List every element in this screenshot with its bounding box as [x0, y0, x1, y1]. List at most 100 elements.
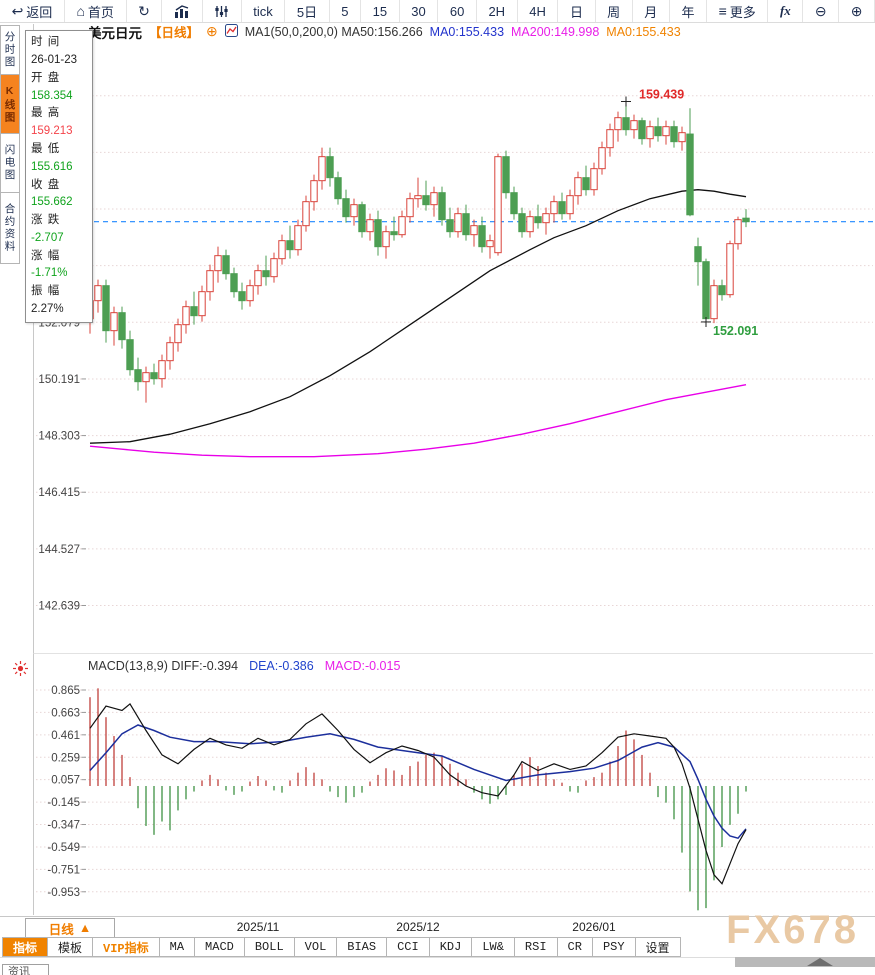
svg-text:-0.145: -0.145	[47, 797, 80, 809]
chart-type-button[interactable]	[162, 0, 203, 22]
svg-text:144.527: 144.527	[38, 544, 80, 556]
period-week-button[interactable]: 周	[596, 0, 633, 22]
bottom-tab-lw[interactable]: LW&	[472, 937, 515, 957]
more-button[interactable]: ≡ 更多	[707, 0, 769, 22]
svg-text:0.865: 0.865	[51, 685, 80, 697]
macd-diff-line	[89, 702, 747, 885]
bottom-tab-cci[interactable]: CCI	[387, 937, 430, 957]
period-5-button[interactable]: 5	[330, 0, 362, 22]
side-tab-kline-chart[interactable]: K线图	[0, 75, 20, 134]
main-gridlines	[36, 95, 873, 606]
period-60-button[interactable]: 60	[438, 0, 477, 22]
bottom-tab-ma[interactable]: MA	[159, 937, 196, 957]
period-month-button[interactable]: 月	[633, 0, 670, 22]
info-value: 155.662	[31, 196, 73, 209]
partial-news-tab[interactable]: 资讯	[2, 964, 49, 975]
chevron-up-icon: ▲	[78, 921, 92, 935]
add-indicator-icon[interactable]: ⊕	[206, 23, 218, 39]
info-label: 时 间	[31, 36, 61, 49]
period-selector-label: 日线	[48, 922, 74, 937]
side-tab-time-chart[interactable]: 分时图	[0, 25, 20, 75]
info-value: 26-01-23	[31, 54, 78, 67]
info-value: 158.354	[31, 89, 73, 102]
bottom-tab-psy[interactable]: PSY	[592, 937, 636, 957]
mini-chart-icon	[224, 23, 238, 40]
zoom-out-button[interactable]: ⊖	[803, 0, 840, 22]
scrollbar-up-triangle-icon[interactable]	[807, 958, 833, 966]
period-tick-button[interactable]: tick	[242, 0, 286, 22]
fx-button[interactable]: fx	[768, 0, 804, 22]
high-annotation: 159.439	[639, 88, 684, 102]
period-year-button[interactable]: 年	[670, 0, 708, 22]
period-2h-button-label: 2H	[488, 3, 506, 19]
period-15-button-label: 15	[372, 3, 388, 19]
ma-summary-label: MA1(50,0,200,0) MA50:156.266	[244, 24, 423, 39]
info-label: 收 盘	[31, 178, 61, 191]
back-button[interactable]: ↩ 返回	[0, 0, 65, 22]
period-day-button[interactable]: 日	[558, 0, 596, 22]
period-2h-button[interactable]: 2H	[477, 0, 518, 22]
chart-title-bar: 美元日元 【日线】 ⊕ MA1(50,0,200,0) MA50:156.266…	[88, 23, 681, 41]
home-button[interactable]: ⌂ 首页	[65, 0, 127, 22]
period-30-button[interactable]: 30	[400, 0, 439, 22]
info-value: -1.71%	[31, 267, 68, 280]
period-60-button-label: 60	[449, 3, 465, 19]
svg-text:-0.953: -0.953	[47, 887, 80, 899]
period-4h-button[interactable]: 4H	[518, 0, 559, 22]
bottom-tab-vip-indicators[interactable]: VIP指标	[93, 937, 160, 957]
indicator-settings-button[interactable]	[203, 0, 242, 22]
bottom-tab-macd[interactable]: MACD	[195, 937, 245, 957]
more-button-icon: ≡	[718, 3, 727, 19]
price-annotations: 159.439 152.091	[621, 88, 758, 338]
side-tab-lightning-chart[interactable]: 闪电图	[0, 134, 20, 193]
info-value: 155.616	[31, 160, 73, 173]
zoom-in-button[interactable]: ⊕	[839, 0, 875, 22]
svg-text:142.639: 142.639	[38, 601, 80, 613]
x-axis-dates-row: 日线 ▲ 2025/11 2025/12 2026/01	[0, 916, 875, 938]
period-day-button-label: 日	[569, 4, 583, 20]
svg-text:-0.751: -0.751	[47, 864, 80, 876]
bottom-tab-rsi[interactable]: RSI	[514, 937, 558, 957]
bottom-tab-indicators[interactable]: 指标	[2, 937, 49, 957]
macd-macd-label: MACD:-0.015	[324, 659, 401, 673]
horizontal-scrollbar[interactable]	[735, 957, 875, 967]
macd-dea-label: DEA:-0.386	[249, 659, 314, 673]
bottom-tab-boll[interactable]: BOLL	[244, 937, 295, 957]
kline-chart[interactable]: 159.631157.743155.855153.967152.079150.1…	[0, 0, 875, 921]
zoom-out-button-icon: ⊖	[814, 3, 827, 19]
ohlc-info-panel: 时 间 26-01-23 开 盘 158.354 最 高 159.213 最 低 155.61…	[25, 30, 93, 323]
x-axis-date-label: 2025/11	[236, 920, 280, 934]
info-label: 最 高	[31, 107, 61, 120]
top-toolbar: ↩ 返回 ⌂ 首页 ↻ tick 5日 5 15 30 60 2H 4H 日周月年 ≡ 更多 fx ⊖ ⊕	[0, 0, 875, 23]
refresh-button-icon: ↻	[138, 3, 150, 19]
info-label: 涨 幅	[31, 249, 61, 262]
bottom-tab-kdj[interactable]: KDJ	[429, 937, 473, 957]
period-15-button[interactable]: 15	[361, 0, 400, 22]
bottom-tab-vol[interactable]: VOL	[294, 937, 338, 957]
macd-header: MACD(13,8,9) DIFF:-0.394 DEA:-0.386 MACD…	[88, 659, 400, 673]
refresh-button[interactable]: ↻	[127, 0, 163, 22]
bottom-divider	[0, 957, 875, 958]
info-label: 涨 跌	[31, 214, 61, 227]
home-button-label: 首页	[87, 4, 114, 20]
bottom-tab-settings[interactable]: 设置	[635, 937, 681, 957]
side-tab-contract-info[interactable]: 合约资料	[0, 193, 20, 264]
info-label: 振 幅	[31, 285, 61, 298]
back-button-icon: ↩	[11, 3, 24, 19]
period-month-button-label: 月	[644, 4, 658, 20]
info-value: -2.707	[31, 231, 64, 244]
ma0-orange-label: MA0:155.433	[606, 24, 681, 39]
indicator-settings-sun-icon[interactable]	[12, 660, 29, 682]
svg-text:0.663: 0.663	[51, 707, 80, 719]
info-value: 2.27%	[31, 303, 64, 315]
candlestick-series	[86, 101, 750, 403]
bottom-tab-templates[interactable]: 模板	[48, 937, 94, 957]
svg-text:-0.347: -0.347	[47, 820, 80, 832]
svg-text:150.191: 150.191	[38, 374, 80, 386]
period-5d-button[interactable]: 5日	[285, 0, 330, 22]
bottom-tab-bias[interactable]: BIAS	[337, 937, 388, 957]
period-4h-button-label: 4H	[529, 3, 546, 19]
period-selector-button[interactable]: 日线 ▲	[25, 918, 115, 938]
bottom-tab-cr[interactable]: CR	[557, 937, 593, 957]
zoom-in-button-icon: ⊕	[850, 3, 863, 19]
